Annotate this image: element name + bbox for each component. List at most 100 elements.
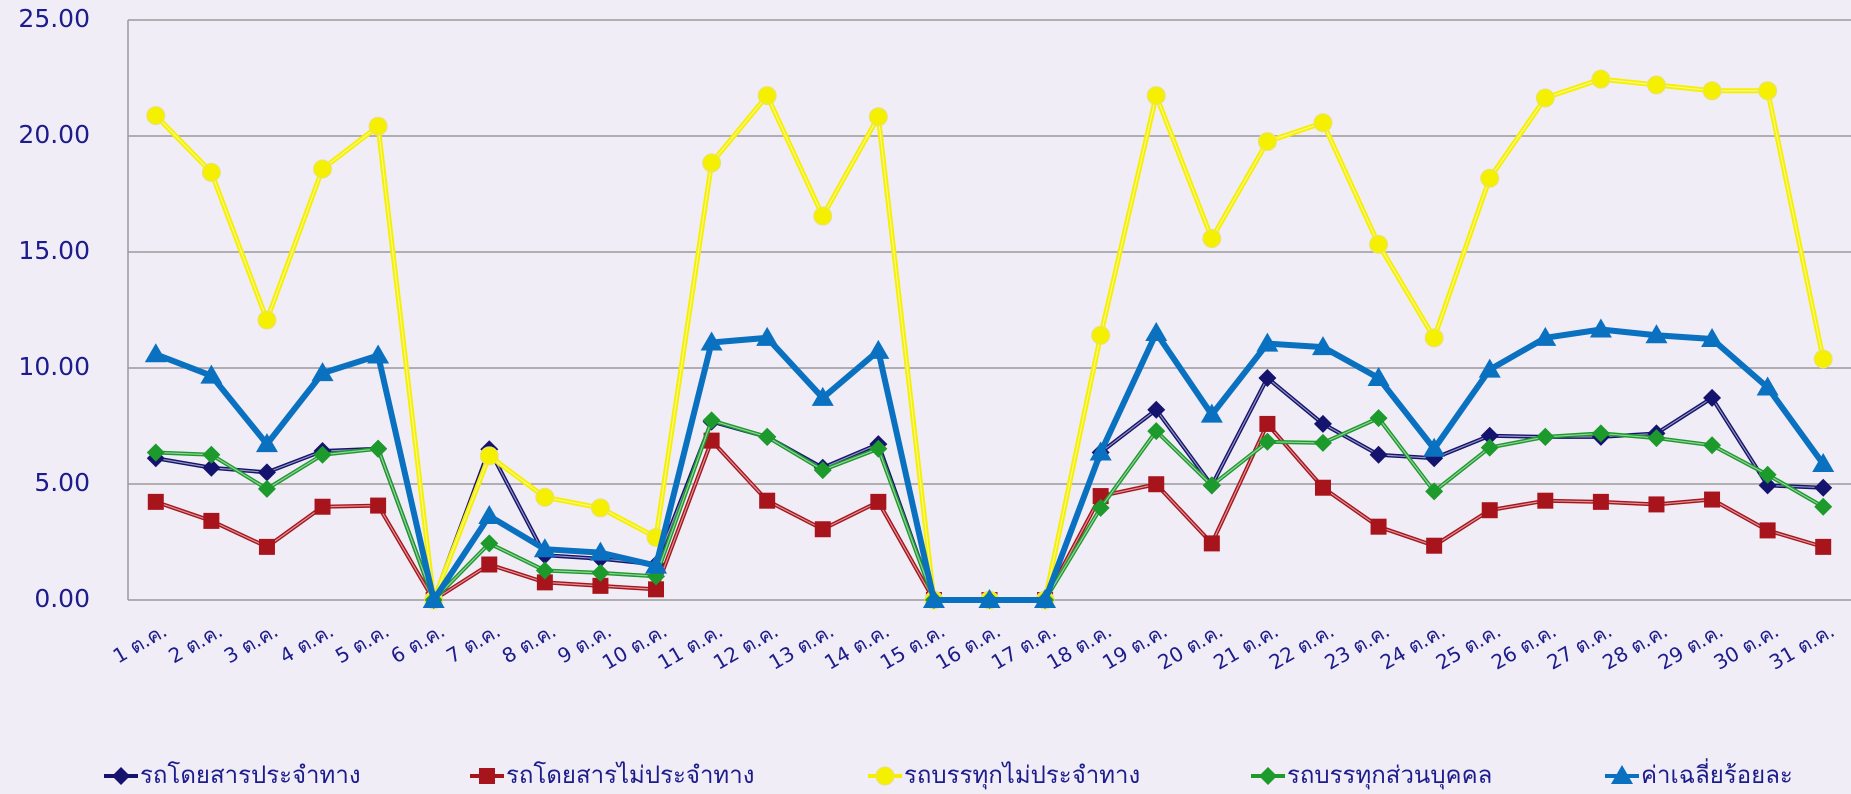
series-marker <box>1592 493 1609 510</box>
series-marker <box>1812 453 1835 473</box>
series-line-highlight <box>155 417 1824 602</box>
series-marker <box>313 445 332 464</box>
series-marker <box>1704 491 1721 508</box>
series-marker <box>869 439 888 458</box>
series-marker <box>1480 168 1500 188</box>
y-tick-label: 0.00 <box>34 584 90 613</box>
series-marker <box>1758 465 1777 484</box>
series-marker <box>1701 328 1724 347</box>
series-marker <box>1647 429 1666 448</box>
series-marker <box>645 554 668 574</box>
series-marker <box>1481 502 1498 519</box>
series-marker <box>314 498 331 515</box>
y-tick-label: 10.00 <box>18 352 90 381</box>
series-marker <box>922 589 945 608</box>
legend-label: รถบรรทุกส่วนบุคคล <box>1287 761 1492 790</box>
x-tick-label: 5 ต.ค. <box>331 618 393 668</box>
legend-marker <box>479 768 495 784</box>
series-marker <box>1536 427 1555 446</box>
series-marker <box>481 556 498 573</box>
series-marker <box>1258 368 1277 387</box>
legend-marker <box>1611 765 1633 784</box>
series-marker <box>257 310 277 330</box>
series-marker <box>202 445 221 464</box>
series-marker <box>757 86 777 106</box>
series-marker <box>870 493 887 510</box>
series-marker <box>1202 476 1221 495</box>
series-marker <box>1813 349 1833 369</box>
series-marker <box>1259 415 1276 432</box>
x-tick-label: 7 ต.ค. <box>442 618 504 668</box>
series-marker <box>146 443 165 462</box>
series-marker <box>1703 436 1722 455</box>
series-marker <box>758 427 777 446</box>
series-marker <box>369 439 388 458</box>
legend-label: รถโดยสารไม่ประจำทาง <box>506 761 754 789</box>
series-marker <box>702 153 722 173</box>
series-marker <box>257 479 276 498</box>
series-marker <box>1091 498 1110 517</box>
series-marker <box>1702 81 1722 101</box>
series-line <box>155 416 1825 602</box>
legend-label: รถโดยสารประจำทาง <box>140 761 361 789</box>
series-marker <box>1369 409 1388 428</box>
x-tick-label: 3 ต.ค. <box>220 618 282 668</box>
series-marker <box>1424 328 1444 348</box>
series-marker <box>978 589 1001 608</box>
series-marker <box>311 362 334 382</box>
series-marker <box>1648 496 1665 513</box>
series-marker <box>590 498 610 518</box>
series-marker <box>478 505 501 525</box>
series-marker <box>1147 422 1166 441</box>
series-marker <box>1148 476 1165 493</box>
series-marker <box>1311 336 1334 356</box>
series-marker <box>1815 538 1832 555</box>
x-tick-label: 6 ต.ค. <box>387 618 449 668</box>
series-marker <box>535 487 555 507</box>
series-marker <box>1202 229 1222 249</box>
series-marker <box>813 206 833 226</box>
series-marker <box>257 463 276 482</box>
series-marker <box>203 512 220 529</box>
series-marker <box>480 534 499 553</box>
series-marker <box>422 589 445 608</box>
series-marker <box>201 162 221 182</box>
series-marker <box>814 521 831 538</box>
series-marker <box>1537 492 1554 509</box>
series-marker <box>1758 81 1778 101</box>
series-marker <box>1589 318 1612 338</box>
series-marker <box>1756 376 1779 396</box>
y-tick-label: 20.00 <box>18 120 90 149</box>
series-marker <box>479 446 499 466</box>
series-marker <box>1257 132 1277 152</box>
series-marker <box>1759 522 1776 539</box>
y-tick-label: 15.00 <box>18 236 90 265</box>
series-marker <box>648 581 665 598</box>
series-marker <box>200 364 223 384</box>
series-line <box>155 421 1824 602</box>
series-marker <box>592 577 609 594</box>
series-marker <box>868 107 888 127</box>
series-marker <box>144 343 167 363</box>
series-marker <box>1369 234 1389 254</box>
series-marker <box>1200 403 1223 423</box>
series-marker <box>367 344 390 364</box>
series-marker <box>1256 332 1279 352</box>
series-marker <box>867 339 890 359</box>
series-marker <box>1369 445 1388 464</box>
series-marker <box>811 386 834 406</box>
series-marker <box>759 492 776 509</box>
series-marker <box>533 538 556 558</box>
series-marker <box>1646 75 1666 95</box>
legend-marker <box>112 767 130 785</box>
series-marker <box>1814 497 1833 516</box>
series-marker <box>813 461 832 480</box>
series-line-highlight <box>155 422 1824 601</box>
series-marker <box>535 561 554 580</box>
y-tick-label: 5.00 <box>34 468 90 497</box>
series-marker <box>1146 86 1166 106</box>
series-marker <box>1591 424 1610 443</box>
series-marker <box>1313 113 1333 133</box>
series-marker <box>1478 358 1501 378</box>
